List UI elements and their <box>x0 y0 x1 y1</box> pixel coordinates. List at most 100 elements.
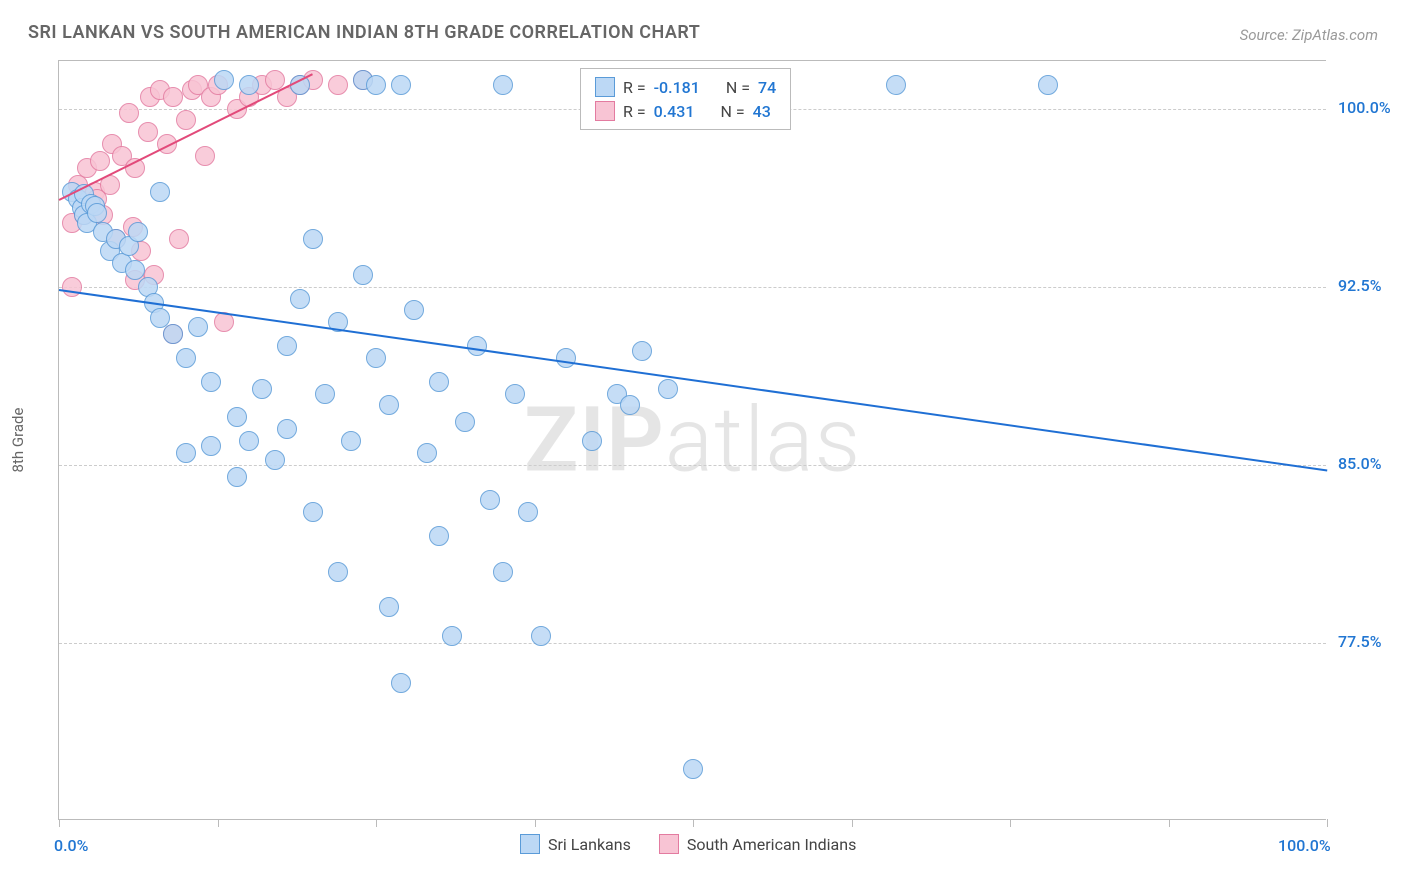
scatter-point <box>379 597 399 617</box>
x-tick <box>1169 819 1170 827</box>
stats-r-value: -0.181 <box>654 78 700 97</box>
scatter-point <box>391 75 411 95</box>
scatter-point <box>1038 75 1058 95</box>
scatter-point <box>442 626 462 646</box>
x-tick <box>218 819 219 827</box>
y-axis-label: 8th Grade <box>9 408 27 473</box>
x-tick-label-right: 100.0% <box>1278 836 1331 855</box>
legend-swatch <box>520 834 540 854</box>
stats-r-label: R = <box>623 102 646 121</box>
y-tick-label: 77.5% <box>1338 632 1382 651</box>
stats-n-label: N = <box>726 78 750 97</box>
scatter-point <box>366 348 386 368</box>
scatter-point <box>265 450 285 470</box>
scatter-point <box>632 341 652 361</box>
scatter-point <box>505 384 525 404</box>
scatter-point <box>366 75 386 95</box>
legend: Sri Lankans South American Indians <box>520 834 856 854</box>
stats-n-value: 43 <box>753 102 771 121</box>
scatter-point <box>429 372 449 392</box>
source-label: Source: ZipAtlas.com <box>1240 26 1378 44</box>
scatter-point <box>353 265 373 285</box>
scatter-point <box>214 70 234 90</box>
scatter-point <box>90 151 110 171</box>
watermark-light: atlas <box>665 388 861 493</box>
scatter-point <box>429 526 449 546</box>
stats-row: R = 0.431 N = 43 <box>595 99 776 123</box>
scatter-point <box>518 502 538 522</box>
stats-box: R =-0.181N =74R =0.431N =43 <box>580 68 791 130</box>
scatter-point <box>455 412 475 432</box>
x-tick <box>59 819 60 827</box>
scatter-point <box>493 75 513 95</box>
scatter-point <box>176 348 196 368</box>
stats-row: R = -0.181 N = 74 <box>595 75 776 99</box>
scatter-point <box>620 395 640 415</box>
scatter-point <box>417 443 437 463</box>
scatter-point <box>277 336 297 356</box>
scatter-point <box>169 229 189 249</box>
stats-n-value: 74 <box>758 78 776 97</box>
stats-r-value: 0.431 <box>654 102 695 121</box>
scatter-point <box>658 379 678 399</box>
y-tick-label: 100.0% <box>1338 98 1391 117</box>
scatter-point <box>379 395 399 415</box>
scatter-point <box>239 75 259 95</box>
legend-item: Sri Lankans <box>520 834 631 854</box>
scatter-point <box>201 436 221 456</box>
scatter-point <box>582 431 602 451</box>
x-tick <box>535 819 536 827</box>
scatter-point <box>683 759 703 779</box>
x-tick <box>1327 819 1328 827</box>
scatter-point <box>886 75 906 95</box>
scatter-point <box>290 289 310 309</box>
legend-label: South American Indians <box>687 835 857 854</box>
scatter-point <box>176 443 196 463</box>
chart-title: SRI LANKAN VS SOUTH AMERICAN INDIAN 8TH … <box>28 22 700 43</box>
scatter-point <box>391 673 411 693</box>
legend-item: South American Indians <box>659 834 857 854</box>
x-tick <box>693 819 694 827</box>
scatter-point <box>252 379 272 399</box>
scatter-point <box>277 419 297 439</box>
legend-swatch <box>659 834 679 854</box>
legend-label: Sri Lankans <box>548 835 631 854</box>
x-tick <box>376 819 377 827</box>
scatter-point <box>480 490 500 510</box>
stats-r-label: R = <box>623 78 646 97</box>
scatter-point <box>404 300 424 320</box>
stats-swatch <box>595 77 615 97</box>
scatter-point <box>303 229 323 249</box>
scatter-point <box>87 203 107 223</box>
scatter-point <box>119 103 139 123</box>
watermark: ZIPatlas <box>524 388 861 493</box>
stats-swatch <box>595 101 615 121</box>
y-tick-label: 85.0% <box>1338 454 1382 473</box>
scatter-point <box>227 467 247 487</box>
scatter-point <box>239 431 259 451</box>
scatter-point <box>328 562 348 582</box>
scatter-point <box>150 182 170 202</box>
scatter-point <box>556 348 576 368</box>
scatter-point <box>163 87 183 107</box>
scatter-point <box>315 384 335 404</box>
x-tick-label-left: 0.0% <box>54 836 88 855</box>
scatter-point <box>128 222 148 242</box>
scatter-point <box>188 317 208 337</box>
x-tick <box>1010 819 1011 827</box>
scatter-point <box>493 562 513 582</box>
scatter-point <box>201 372 221 392</box>
scatter-point <box>138 122 158 142</box>
scatter-point <box>303 502 323 522</box>
scatter-point <box>341 431 361 451</box>
scatter-point <box>195 146 215 166</box>
x-tick <box>852 819 853 827</box>
scatter-point <box>328 75 348 95</box>
grid-line <box>59 465 1326 466</box>
y-tick-label: 92.5% <box>1338 276 1382 295</box>
scatter-point <box>531 626 551 646</box>
stats-n-label: N = <box>720 102 744 121</box>
scatter-point <box>163 324 183 344</box>
chart-container: SRI LANKAN VS SOUTH AMERICAN INDIAN 8TH … <box>0 0 1406 892</box>
grid-line <box>59 287 1326 288</box>
